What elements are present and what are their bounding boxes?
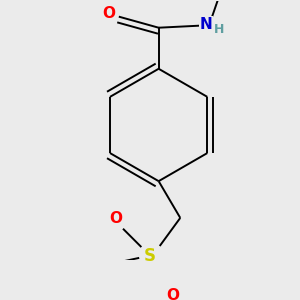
Text: S: S (144, 247, 156, 265)
Text: O: O (109, 212, 122, 226)
Text: N: N (200, 17, 213, 32)
Text: H: H (214, 23, 224, 36)
Text: O: O (166, 288, 179, 300)
Text: O: O (102, 6, 116, 21)
